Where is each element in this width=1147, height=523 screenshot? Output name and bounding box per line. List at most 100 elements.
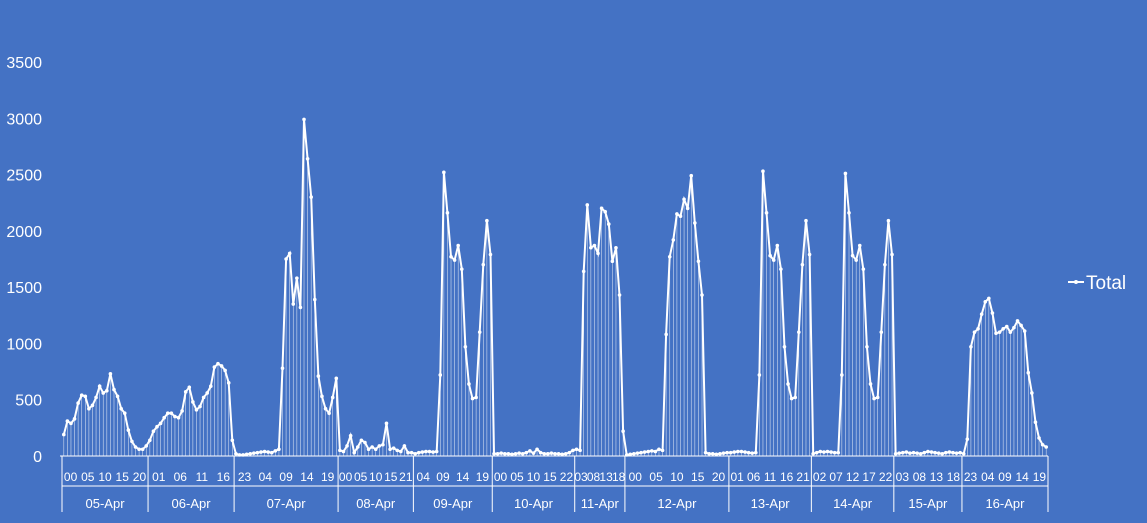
- data-point: [467, 382, 471, 386]
- data-point: [205, 391, 210, 395]
- data-point: [194, 408, 199, 412]
- data-point: [363, 440, 367, 445]
- x-hour-label: 03: [574, 470, 588, 484]
- data-point: [528, 449, 532, 453]
- x-hour-label: 05: [81, 470, 95, 484]
- data-point: [151, 429, 156, 434]
- data-point: [323, 406, 328, 411]
- data-point: [940, 451, 945, 456]
- y-tick-label: 1500: [6, 280, 42, 297]
- x-hour-label: 00: [494, 470, 508, 484]
- data-point: [485, 218, 489, 223]
- data-point: [105, 388, 109, 393]
- data-point: [1019, 323, 1023, 328]
- data-point: [936, 451, 941, 455]
- data-point: [130, 439, 134, 444]
- data-point: [556, 451, 561, 456]
- data-point: [1033, 420, 1038, 425]
- data-point: [768, 253, 772, 258]
- x-hour-label: 01: [152, 470, 166, 484]
- data-point: [384, 421, 389, 426]
- x-day-label: 11-Apr: [581, 496, 620, 511]
- data-point: [714, 452, 719, 457]
- x-day-label: 16-Apr: [985, 496, 1025, 511]
- x-hour-label: 05: [649, 470, 663, 484]
- data-point: [1026, 370, 1031, 375]
- data-point: [284, 257, 288, 261]
- data-point: [280, 366, 285, 370]
- data-point: [911, 450, 916, 455]
- data-point: [65, 419, 70, 423]
- data-point: [664, 332, 668, 337]
- data-point: [581, 269, 586, 274]
- x-hour-label: 21: [796, 470, 810, 484]
- data-point: [807, 252, 812, 257]
- data-point: [546, 451, 550, 456]
- data-point: [1015, 319, 1020, 323]
- data-point: [198, 404, 202, 409]
- data-point: [517, 451, 521, 455]
- data-point: [302, 117, 306, 122]
- data-point: [381, 442, 385, 447]
- data-point: [786, 382, 790, 386]
- data-point: [352, 450, 357, 455]
- data-point: [87, 406, 91, 411]
- data-point: [718, 451, 722, 456]
- data-point: [549, 451, 554, 455]
- data-point: [162, 415, 166, 420]
- x-day-label: 12-Apr: [657, 496, 697, 511]
- data-point: [456, 243, 460, 248]
- data-point: [269, 450, 274, 455]
- x-hour-label: 10: [369, 470, 383, 484]
- x-hour-label: 20: [712, 470, 726, 484]
- data-point: [599, 206, 604, 211]
- data-point: [947, 450, 952, 454]
- data-point: [449, 254, 453, 259]
- x-hour-label: 05: [510, 470, 524, 484]
- data-point: [650, 449, 654, 453]
- x-hour-label: 09: [436, 470, 450, 484]
- x-day-label: 10-Apr: [514, 496, 554, 511]
- data-point: [825, 449, 830, 454]
- legend-point-marker: [1074, 280, 1078, 284]
- x-hour-label: 00: [64, 470, 78, 484]
- data-point: [295, 276, 299, 280]
- data-point: [309, 195, 313, 199]
- data-point: [413, 451, 417, 456]
- data-point: [879, 330, 884, 334]
- data-point: [642, 450, 647, 454]
- data-point: [958, 450, 962, 455]
- data-point: [495, 451, 500, 456]
- data-point: [814, 450, 819, 455]
- data-point: [678, 214, 683, 219]
- y-tick-label: 3000: [6, 111, 42, 128]
- x-hour-label: 02: [813, 470, 827, 484]
- data-point: [915, 451, 919, 455]
- data-point: [488, 252, 493, 257]
- data-point: [424, 449, 428, 454]
- x-day-label: 13-Apr: [751, 496, 791, 511]
- x-hour-label: 16: [780, 470, 794, 484]
- data-point: [793, 395, 798, 400]
- data-point: [822, 450, 826, 454]
- data-point: [122, 411, 127, 416]
- data-point: [273, 449, 278, 453]
- data-point: [76, 401, 80, 405]
- data-point: [689, 173, 694, 178]
- data-point: [452, 258, 457, 262]
- y-tick-label: 2000: [6, 224, 42, 241]
- data-point: [535, 447, 539, 452]
- data-point: [212, 365, 217, 369]
- data-point: [499, 451, 504, 455]
- data-point: [872, 396, 876, 401]
- data-point: [832, 450, 837, 455]
- x-hour-label: 15: [384, 470, 398, 484]
- data-point: [305, 157, 310, 161]
- x-hour-label: 15: [116, 470, 130, 484]
- data-point: [868, 382, 873, 386]
- data-point: [406, 450, 410, 455]
- data-point: [628, 452, 633, 457]
- data-point: [926, 449, 930, 454]
- data-point: [883, 262, 887, 267]
